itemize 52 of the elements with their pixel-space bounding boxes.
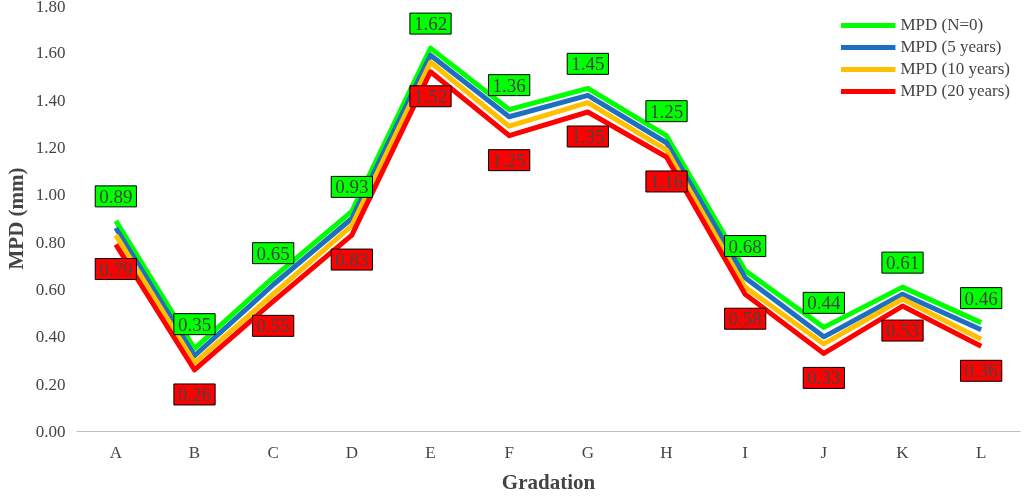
data-label: 0.68 — [728, 235, 762, 257]
x-tick-label: C — [267, 442, 279, 462]
data-label: 0.55 — [256, 315, 290, 337]
data-label: 0.35 — [177, 313, 212, 335]
data-label: 0.65 — [256, 242, 290, 264]
data-label: 0.36 — [964, 360, 998, 382]
y-tick-label: 1.60 — [35, 43, 66, 63]
x-tick-label: B — [188, 442, 201, 462]
x-tick-label: K — [896, 442, 910, 462]
data-label: 0.58 — [728, 308, 762, 330]
data-label: 1.35 — [571, 126, 605, 147]
y-tick-label: 0.40 — [35, 327, 66, 347]
data-label: 1.45 — [571, 53, 605, 75]
data-label: 0.79 — [99, 258, 133, 280]
x-tick-label: A — [109, 442, 123, 462]
data-label: 0.89 — [99, 185, 133, 207]
x-tick-label: I — [742, 442, 749, 462]
x-tick-label: L — [975, 442, 987, 462]
x-tick-label: H — [660, 442, 673, 462]
x-tick-label: G — [581, 442, 594, 462]
data-label: 0.44 — [807, 292, 841, 314]
legend-label: MPD (10 years) — [900, 59, 1010, 79]
y-tick-label: 1.20 — [35, 138, 66, 157]
data-label: 0.33 — [807, 367, 841, 389]
legend-label: MPD (5 years) — [900, 37, 1002, 57]
y-tick-label: 0.80 — [35, 232, 66, 252]
x-tick-label: F — [504, 442, 514, 462]
y-axis-title: MPD (mm) — [3, 167, 28, 270]
y-tick-label: 0.60 — [35, 280, 66, 299]
x-axis-title: Gradation — [501, 469, 596, 494]
y-tick-label: 1.40 — [35, 90, 66, 110]
x-tick-label: J — [820, 442, 828, 462]
data-label: 0.46 — [964, 287, 998, 309]
y-tick-label: 1.00 — [35, 185, 66, 205]
data-label: 1.25 — [649, 100, 684, 122]
y-tick-label: 0.20 — [35, 374, 66, 394]
legend-label: MPD (20 years) — [900, 81, 1010, 101]
data-label: 0.26 — [177, 383, 212, 405]
data-label: 1.52 — [413, 85, 448, 107]
data-label: 0.83 — [335, 249, 369, 271]
data-label: 1.16 — [649, 170, 684, 192]
data-label: 1.36 — [492, 74, 526, 96]
data-label: 1.25 — [492, 149, 526, 171]
data-label: 0.93 — [335, 176, 369, 198]
y-tick-label: 1.80 — [35, 0, 66, 16]
data-label: 0.61 — [885, 252, 920, 274]
y-tick-label: 0.00 — [35, 422, 66, 441]
x-tick-label: E — [425, 442, 436, 462]
legend-label: MPD (N=0) — [900, 15, 984, 35]
data-label: 1.62 — [413, 13, 448, 35]
data-label: 0.53 — [885, 320, 920, 342]
x-tick-label: D — [345, 442, 358, 462]
